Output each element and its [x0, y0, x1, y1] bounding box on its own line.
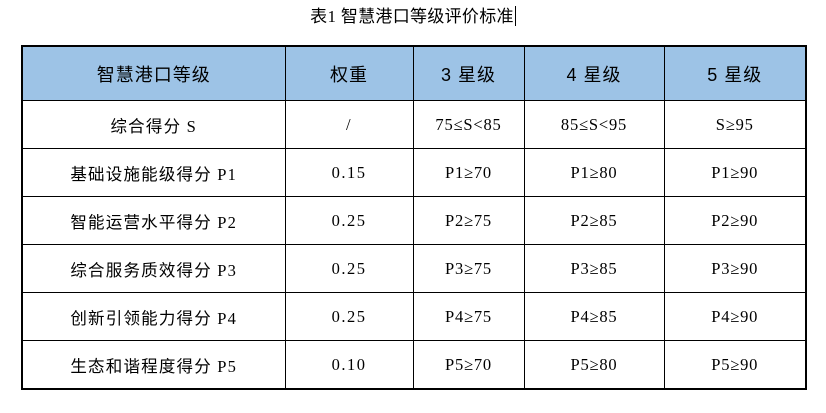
smart-port-grade-table: 智慧港口等级 权重 3 星级 4 星级 5 星级 综合得分 S / 75≤S<8…	[21, 45, 807, 390]
table-body: 综合得分 S / 75≤S<85 85≤S<95 S≥95 基础设施能级得分 P…	[21, 100, 807, 390]
text-cursor-caret	[514, 6, 516, 26]
row-label: 创新引领能力得分 P4	[21, 292, 286, 341]
column-header-star3: 3 星级	[412, 45, 525, 101]
table-row: 生态和谐程度得分 P5 0.10 P5≥70 P5≥80 P5≥90	[21, 340, 807, 390]
row-star4: P4≥85	[523, 292, 665, 341]
row-star3: P3≥75	[412, 244, 525, 293]
table-row: 创新引领能力得分 P4 0.25 P4≥75 P4≥85 P4≥90	[21, 292, 807, 341]
row-star5: P5≥90	[663, 340, 807, 390]
table-header: 智慧港口等级 权重 3 星级 4 星级 5 星级	[21, 45, 807, 101]
row-star3: P2≥75	[412, 196, 525, 245]
row-weight: 0.25	[284, 292, 414, 341]
row-weight: /	[284, 100, 414, 149]
row-label: 智能运营水平得分 P2	[21, 196, 286, 245]
row-star4: P5≥80	[523, 340, 665, 390]
table-row: 综合服务质效得分 P3 0.25 P3≥75 P3≥85 P3≥90	[21, 244, 807, 293]
row-weight: 0.25	[284, 244, 414, 293]
table-caption: 表1 智慧港口等级评价标准	[0, 4, 826, 30]
row-star5: S≥95	[663, 100, 807, 149]
row-star4: P2≥85	[523, 196, 665, 245]
row-star4: P3≥85	[523, 244, 665, 293]
row-star3: P4≥75	[412, 292, 525, 341]
row-label: 生态和谐程度得分 P5	[21, 340, 286, 390]
table-caption-text: 表1 智慧港口等级评价标准	[310, 7, 514, 26]
row-star5: P4≥90	[663, 292, 807, 341]
grade-table-container: 智慧港口等级 权重 3 星级 4 星级 5 星级 综合得分 S / 75≤S<8…	[21, 45, 807, 390]
table-header-row: 智慧港口等级 权重 3 星级 4 星级 5 星级	[21, 45, 807, 101]
row-label: 综合服务质效得分 P3	[21, 244, 286, 293]
row-star5: P2≥90	[663, 196, 807, 245]
column-header-weight: 权重	[284, 45, 414, 101]
row-star3: P5≥70	[412, 340, 525, 390]
table-row: 智能运营水平得分 P2 0.25 P2≥75 P2≥85 P2≥90	[21, 196, 807, 245]
row-weight: 0.15	[284, 148, 414, 197]
row-label: 综合得分 S	[21, 100, 286, 149]
row-star3: P1≥70	[412, 148, 525, 197]
row-weight: 0.10	[284, 340, 414, 390]
row-star5: P1≥90	[663, 148, 807, 197]
column-header-star4: 4 星级	[523, 45, 665, 101]
column-header-grade: 智慧港口等级	[21, 45, 286, 101]
row-weight: 0.25	[284, 196, 414, 245]
row-star3: 75≤S<85	[412, 100, 525, 149]
table-row: 基础设施能级得分 P1 0.15 P1≥70 P1≥80 P1≥90	[21, 148, 807, 197]
row-star4: P1≥80	[523, 148, 665, 197]
row-label: 基础设施能级得分 P1	[21, 148, 286, 197]
column-header-star5: 5 星级	[663, 45, 807, 101]
row-star5: P3≥90	[663, 244, 807, 293]
table-row: 综合得分 S / 75≤S<85 85≤S<95 S≥95	[21, 100, 807, 149]
row-star4: 85≤S<95	[523, 100, 665, 149]
